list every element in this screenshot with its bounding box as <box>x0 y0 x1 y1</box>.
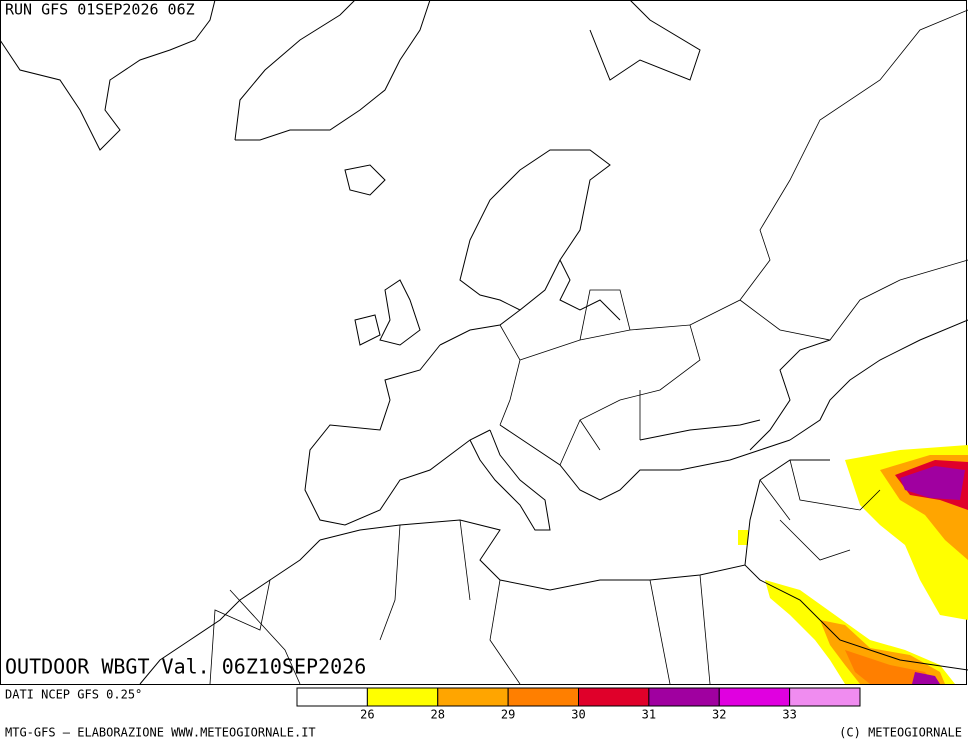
legend-swatch <box>578 687 650 707</box>
legend-label: 26 <box>360 708 374 722</box>
legend-swatch <box>437 687 509 707</box>
run-label: RUN GFS 01SEP2026 06Z <box>5 1 195 19</box>
heat-areas <box>738 445 968 684</box>
color-legend: 26 28 29 30 31 32 33 <box>296 687 861 722</box>
map-title: OUTDOOR WBGT Val. 06Z10SEP2026 <box>5 655 366 679</box>
legend-label: 33 <box>782 708 796 722</box>
legend-swatch <box>296 687 368 707</box>
legend-label: 29 <box>501 708 515 722</box>
source-label: DATI NCEP GFS 0.25° <box>5 688 142 702</box>
legend-label: 30 <box>571 708 585 722</box>
map-frame <box>0 0 967 685</box>
credit-label: MTG-GFS — ELABORAZIONE WWW.METEOGIORNALE… <box>5 726 316 740</box>
legend-swatch <box>718 687 791 707</box>
legend-label: 28 <box>431 708 445 722</box>
copyright-label: (C) METEOGIORNALE <box>839 726 962 740</box>
legend-swatch <box>648 687 720 707</box>
borders <box>209 9 968 685</box>
legend-swatch <box>507 687 579 707</box>
legend-swatch <box>789 687 861 707</box>
map: RUN GFS 01SEP2026 06Z OUTDOOR WBGT Val. … <box>0 0 968 685</box>
legend-swatch <box>366 687 439 707</box>
legend-label: 32 <box>712 708 726 722</box>
coastlines <box>0 0 968 685</box>
legend-label: 31 <box>642 708 656 722</box>
